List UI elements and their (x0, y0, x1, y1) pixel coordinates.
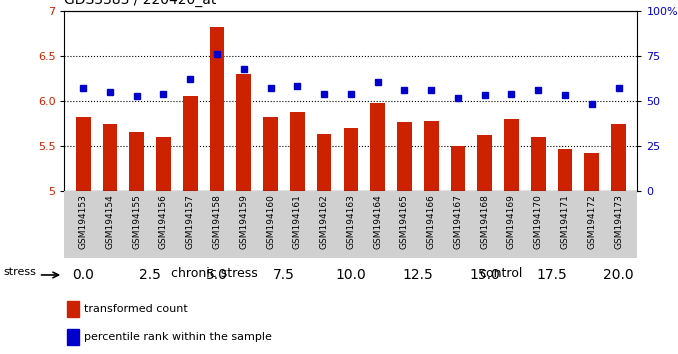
Bar (76, 117, 90, 191)
Text: GSM194161: GSM194161 (293, 195, 302, 250)
Bar (424, 121, 439, 191)
Bar (612, 124, 626, 191)
Bar (397, 122, 412, 191)
Bar (263, 117, 278, 191)
Bar (451, 146, 465, 191)
Bar (129, 132, 144, 191)
Text: transformed count: transformed count (85, 304, 188, 314)
Text: GSM194162: GSM194162 (319, 195, 329, 249)
Text: GSM194153: GSM194153 (79, 195, 87, 250)
Text: GSM194157: GSM194157 (186, 195, 195, 250)
Text: GSM194167: GSM194167 (454, 195, 462, 250)
Text: GSM194170: GSM194170 (534, 195, 543, 250)
Bar (477, 135, 492, 191)
Text: percentile rank within the sample: percentile rank within the sample (85, 332, 273, 342)
Bar (531, 137, 546, 191)
Text: GSM194172: GSM194172 (587, 195, 597, 249)
Text: GSM194173: GSM194173 (614, 195, 623, 250)
Text: GSM194156: GSM194156 (159, 195, 168, 250)
Bar (102, 124, 117, 191)
Text: GSM194155: GSM194155 (132, 195, 141, 250)
Bar (183, 96, 197, 191)
Text: GSM194158: GSM194158 (212, 195, 222, 250)
Bar (290, 112, 304, 191)
Text: GSM194166: GSM194166 (426, 195, 436, 250)
Text: stress: stress (3, 267, 36, 277)
Bar (370, 103, 385, 191)
Text: GSM194169: GSM194169 (507, 195, 516, 250)
Text: GSM194165: GSM194165 (400, 195, 409, 250)
Bar (67, 329, 79, 345)
Bar (584, 153, 599, 191)
Bar (504, 119, 519, 191)
Bar (558, 149, 572, 191)
Bar (237, 74, 251, 191)
Bar (317, 134, 332, 191)
Text: control: control (479, 267, 523, 280)
Text: GSM194164: GSM194164 (373, 195, 382, 249)
Bar (67, 301, 79, 317)
Text: GSM194154: GSM194154 (105, 195, 115, 249)
Text: GDS3383 / 220420_at: GDS3383 / 220420_at (64, 0, 217, 7)
Bar (156, 137, 171, 191)
Text: GSM194171: GSM194171 (561, 195, 570, 250)
Text: GSM194159: GSM194159 (239, 195, 248, 250)
Bar (210, 27, 224, 191)
Text: GSM194160: GSM194160 (266, 195, 275, 250)
Text: GSM194168: GSM194168 (480, 195, 490, 250)
Text: GSM194163: GSM194163 (346, 195, 355, 250)
Text: chronic stress: chronic stress (171, 267, 258, 280)
Bar (344, 128, 358, 191)
